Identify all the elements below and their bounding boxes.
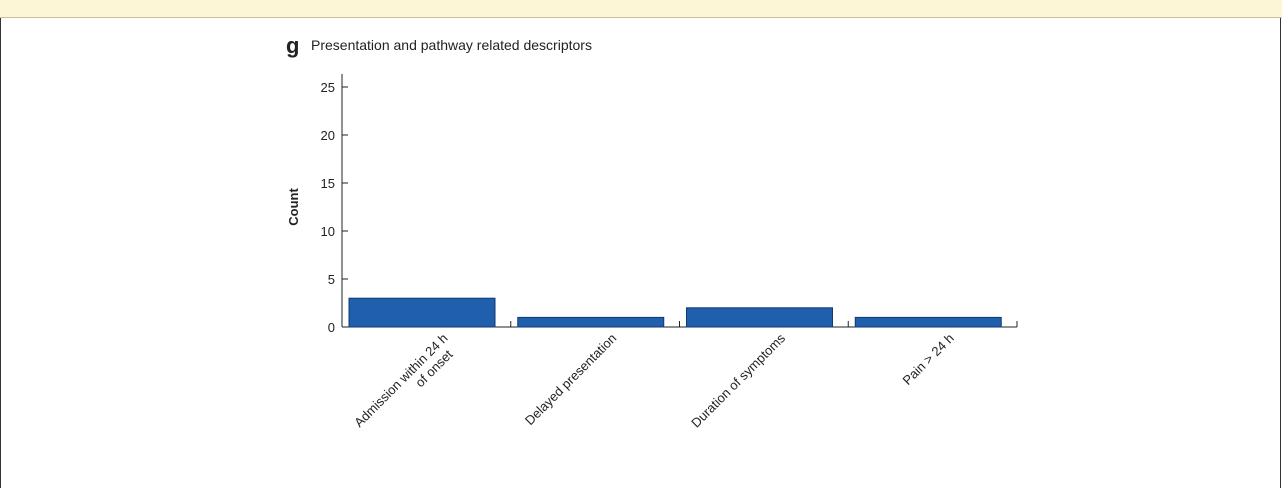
y-tick-label: 15 bbox=[321, 176, 335, 191]
bar bbox=[348, 297, 496, 328]
x-category-label-line: Admission within 24 h bbox=[351, 331, 451, 431]
x-category-label: Duration of symptoms bbox=[688, 330, 788, 430]
x-category-label-line: Duration of symptoms bbox=[688, 330, 788, 430]
x-category-label-line: Pain > 24 h bbox=[899, 331, 956, 388]
bar bbox=[517, 316, 665, 328]
bar bbox=[854, 316, 1002, 328]
y-axis-title: Count bbox=[286, 188, 301, 226]
panel-letter: g bbox=[286, 33, 300, 58]
y-tick-label: 20 bbox=[321, 128, 335, 143]
figure-frame bbox=[0, 18, 1281, 488]
x-category-label: Admission within 24 hof onset bbox=[351, 331, 461, 441]
y-tick-label: 10 bbox=[321, 224, 335, 239]
x-category-label: Pain > 24 h bbox=[899, 331, 956, 388]
y-tick-label: 0 bbox=[328, 320, 335, 335]
x-category-label-line: Delayed presentation bbox=[522, 331, 619, 428]
top-band bbox=[0, 0, 1282, 18]
y-tick-label: 25 bbox=[321, 80, 335, 95]
bar bbox=[686, 307, 833, 328]
chart-title: Presentation and pathway related descrip… bbox=[311, 37, 592, 53]
x-category-label: Delayed presentation bbox=[522, 331, 619, 428]
y-tick-label: 5 bbox=[328, 272, 335, 287]
